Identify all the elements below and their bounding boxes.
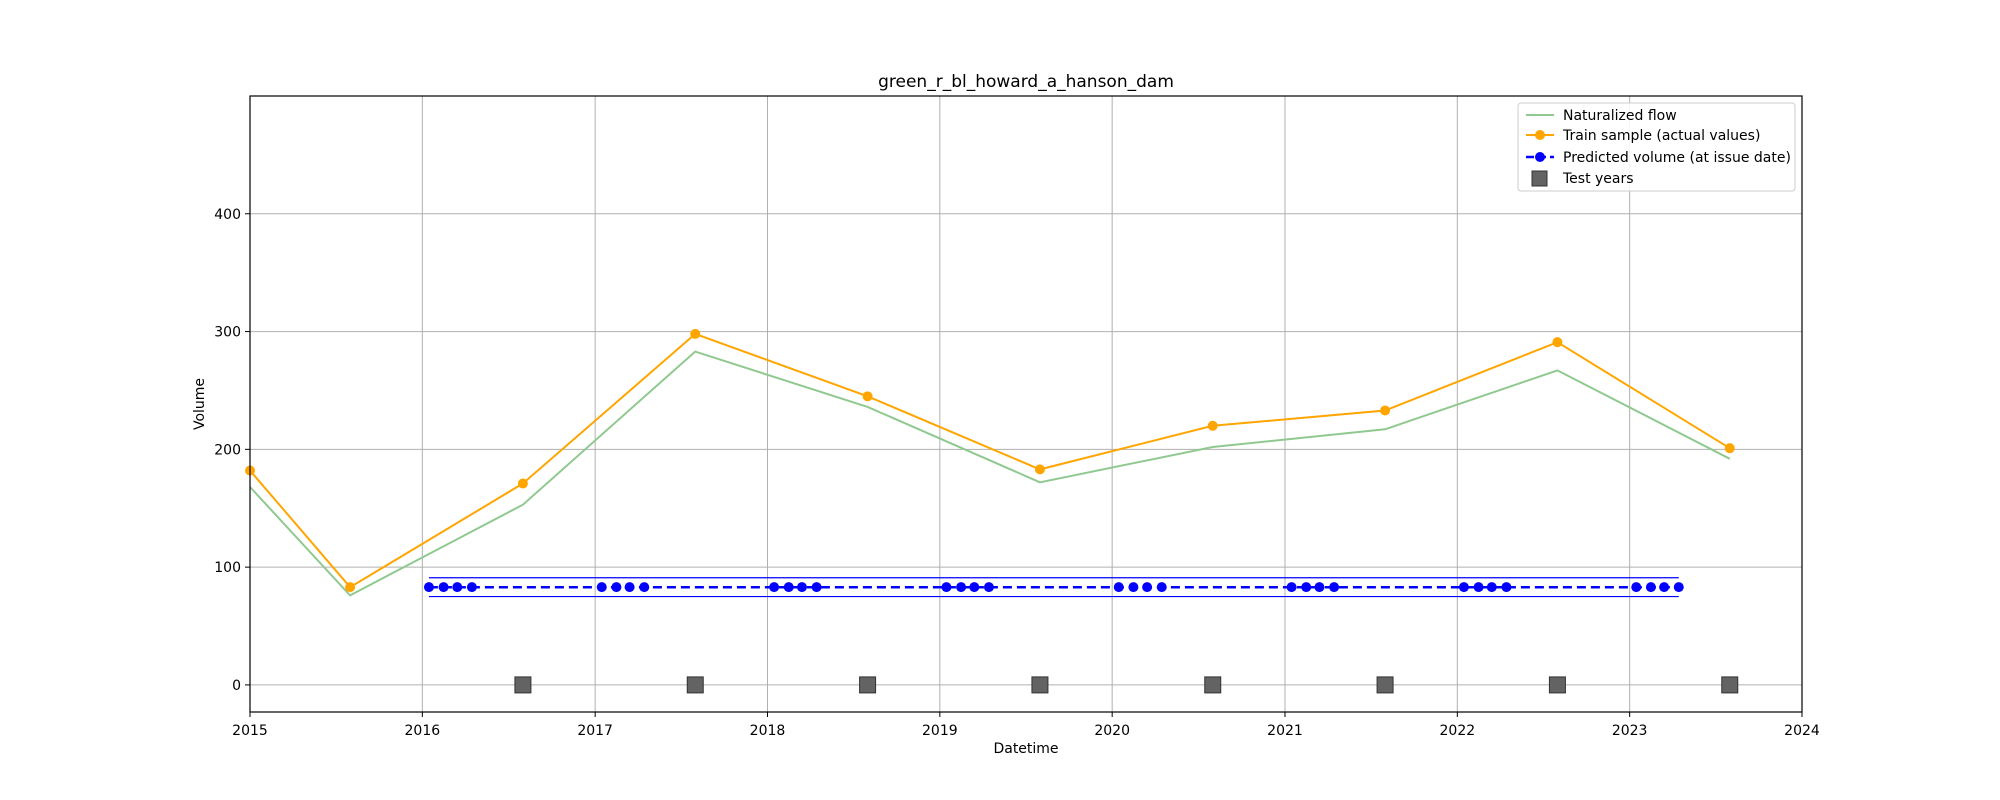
test-year-marker [1204,676,1222,694]
test-year-marker [859,676,877,694]
train-sample-line [249,332,1731,589]
predicted-volume-point [1142,582,1153,593]
x-tick-label: 2018 [750,723,786,739]
predicted-volume-point [1486,582,1497,593]
predicted-volume-point [1128,582,1139,593]
predicted-volume-point [1645,582,1656,593]
chart-title: green_r_bl_howard_a_hanson_dam [878,72,1174,92]
legend-swatch-test [1531,170,1548,187]
predicted-volume-point [639,582,650,593]
legend-label-train: Train sample (actual values) [1562,128,1760,144]
prediction-band [428,577,1679,598]
x-tick-label: 2024 [1784,723,1820,739]
legend-swatch-predicted-marker [1535,152,1545,162]
predicted-volume-point [956,582,967,593]
predicted-volume-point [1473,582,1484,593]
y-tick-label: 0 [232,678,241,694]
train-sample-point [1552,337,1563,348]
train-sample-point [862,391,873,402]
legend-label-naturalized: Naturalized flow [1563,108,1677,124]
predicted-volume-point [452,582,463,593]
predicted-volume-point [1631,582,1642,593]
x-axis-ticks: 2015 2016 2017 2018 2019 2020 2021 2022 2023 2024 [232,712,1820,739]
x-tick-label: 2023 [1612,723,1648,739]
test-year-marker [1031,676,1049,694]
predicted-volume-point [1673,582,1684,593]
grid [249,96,1803,712]
predicted-volume-point [1156,582,1167,593]
y-axis-ticks: 0 100 200 300 400 [214,207,250,694]
legend-label-test: Test years [1562,171,1634,187]
predicted-volume-point [1314,582,1325,593]
predicted-volume-point [941,582,952,593]
plot-frame [249,95,1803,713]
predicted-volume-point [811,582,822,593]
train-sample-point [690,328,701,339]
predicted-volume-point [1501,582,1512,593]
predicted-volume-point [983,582,994,593]
y-tick-label: 200 [214,442,241,458]
y-tick-label: 100 [214,560,241,576]
train-sample-point [1724,443,1735,454]
x-tick-label: 2019 [922,723,958,739]
legend: Naturalized flow Train sample (actual va… [1517,102,1796,192]
test-year-marker [1376,676,1394,694]
legend-box [1517,102,1796,192]
test-year-marker [514,676,532,694]
x-axis-label: Datetime [993,741,1058,757]
train-sample-point [1380,405,1391,416]
series-layer [245,328,1739,694]
predicted-volume-point [769,582,780,593]
y-tick-label: 400 [214,207,241,223]
test-year-marker [1721,676,1739,694]
legend-swatch-train-marker [1535,130,1545,140]
x-tick-label: 2021 [1267,723,1303,739]
test-year-marker [1548,676,1566,694]
predicted-volume-point [611,582,622,593]
predicted-volume-point [423,582,434,593]
predicted-volume-point [969,582,980,593]
predicted-volume-point [624,582,635,593]
test-year-marker [686,676,704,694]
train-sample-point [1034,464,1045,475]
predicted-volume-point [466,582,477,593]
predicted-volume-point [1659,582,1670,593]
train-sample-point [1207,420,1218,431]
x-tick-label: 2015 [232,723,268,739]
legend-label-predicted: Predicted volume (at issue date) [1563,150,1791,166]
y-axis-label: Volume [192,378,208,430]
train-sample-point [517,478,528,489]
y-tick-label: 300 [214,325,241,341]
x-tick-label: 2022 [1440,723,1476,739]
train-sample-point [345,582,356,593]
predicted-volume-point [596,582,607,593]
predicted-volume-point [1329,582,1340,593]
predicted-volume-point [1301,582,1312,593]
x-tick-label: 2020 [1094,723,1130,739]
predicted-volume-point [796,582,807,593]
predicted-volume-point [438,582,449,593]
x-tick-label: 2017 [577,723,613,739]
predicted-volume-point [1286,582,1297,593]
predicted-volume-point [783,582,794,593]
naturalized-flow-line [249,350,1731,597]
predicted-volume-point [1458,582,1469,593]
x-tick-label: 2016 [405,723,441,739]
predicted-volume-point [1113,582,1124,593]
